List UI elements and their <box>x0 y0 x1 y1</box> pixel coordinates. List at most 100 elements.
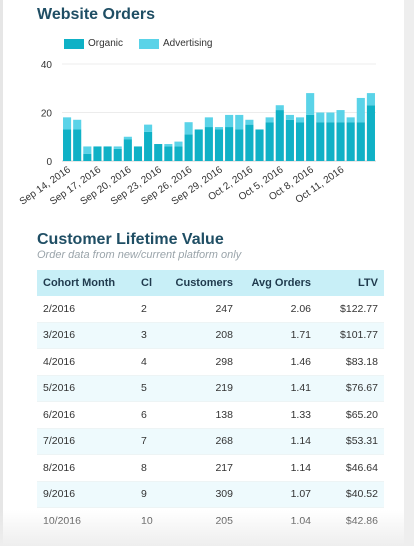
avg-orders-cell: 1.14 <box>239 454 317 482</box>
ltv-cell: $53.31 <box>317 428 384 455</box>
cohort-month-cell: 7/2016 <box>37 428 135 455</box>
bar-advertising <box>123 136 132 140</box>
bar-advertising <box>295 117 305 123</box>
customers-cell: 247 <box>163 296 239 323</box>
bar-organic <box>285 119 294 161</box>
table-row: 5/2016 5 219 1.41 $76.67 <box>37 375 384 402</box>
bar-advertising <box>164 144 173 147</box>
ltv-cell: $76.67 <box>317 375 384 402</box>
bar-advertising <box>306 93 315 115</box>
clv-table-header-row: Cohort Month Cl Customers Avg Orders LTV <box>37 270 384 296</box>
avg-orders-cell: 1.14 <box>239 428 317 455</box>
column-header-cl[interactable]: Cl <box>141 277 152 289</box>
bar-organic <box>194 129 203 161</box>
table-row: 8/2016 8 217 1.14 $46.64 <box>37 454 384 482</box>
cohort-month-cell: 3/2016 <box>37 322 135 349</box>
bar-organic <box>204 127 213 161</box>
legend-swatch-organic <box>64 38 84 49</box>
ltv-cell: $46.64 <box>317 454 384 482</box>
bar-organic <box>255 129 264 161</box>
column-header-cohort-month[interactable]: Cohort Month <box>43 277 116 289</box>
avg-orders-cell: 1.33 <box>239 401 317 429</box>
cohort-month-cell: 5/2016 <box>37 375 135 402</box>
legend-swatch-advertising <box>139 38 160 49</box>
bar-organic <box>306 114 315 161</box>
cohort-month-cell: 9/2016 <box>37 481 135 508</box>
table-row: 6/2016 6 138 1.33 $65.20 <box>37 401 384 429</box>
clv-table-container[interactable]: Cohort Month Cl Customers Avg Orders LTV… <box>37 270 384 530</box>
ltv-cell: $101.77 <box>317 322 384 349</box>
bar-advertising <box>356 97 365 123</box>
bar-organic <box>235 129 244 161</box>
bar-organic <box>144 131 153 161</box>
bar-organic <box>184 134 193 161</box>
bar-advertising <box>275 105 284 111</box>
avg-orders-cell: 1.71 <box>239 322 317 349</box>
bar-organic <box>63 129 72 161</box>
customers-cell: 208 <box>163 322 239 349</box>
bar-organic <box>356 122 365 161</box>
customers-cell: 217 <box>163 454 239 482</box>
column-header-avg-orders[interactable]: Avg Orders <box>251 277 311 289</box>
bar-advertising <box>204 117 213 128</box>
bar-advertising <box>83 146 92 154</box>
bar-organic <box>346 122 355 161</box>
legend-item-organic: Organic <box>64 38 123 49</box>
bar-advertising <box>235 114 244 130</box>
y-tick-label: 40 <box>41 60 53 71</box>
column-header-customers[interactable]: Customers <box>175 277 233 289</box>
clv-title: Customer Lifetime Value <box>37 231 224 248</box>
y-tick-label: 20 <box>41 109 53 120</box>
cl-cell: 2 <box>135 296 163 323</box>
bar-organic <box>83 153 92 161</box>
ltv-cell: $40.52 <box>317 481 384 508</box>
bar-advertising <box>326 112 335 123</box>
bar-advertising <box>63 117 72 130</box>
cohort-month-cell: 2/2016 <box>37 296 135 323</box>
bar-organic <box>265 122 274 161</box>
ltv-cell: $122.77 <box>317 296 384 323</box>
avg-orders-cell: 1.41 <box>239 375 317 402</box>
bar-organic <box>295 122 305 161</box>
cl-cell: 7 <box>135 428 163 455</box>
legend-label-organic: Organic <box>88 38 124 49</box>
column-header-ltv[interactable]: LTV <box>358 277 378 289</box>
customers-cell: 138 <box>163 401 239 429</box>
bar-organic <box>123 139 132 161</box>
bar-organic <box>174 146 183 161</box>
cl-cell: 4 <box>135 348 163 376</box>
cl-cell: 5 <box>135 375 163 402</box>
clv-subtitle: Order data from new/current platform onl… <box>37 249 242 261</box>
table-row: 9/2016 9 309 1.07 $40.52 <box>37 481 384 508</box>
bar-advertising <box>184 122 193 135</box>
bar-organic <box>245 124 254 161</box>
ltv-cell: $65.20 <box>317 401 384 429</box>
bar-organic <box>133 146 143 161</box>
bar-organic <box>366 105 375 161</box>
bar-advertising <box>174 141 183 147</box>
bar-organic <box>164 146 173 161</box>
cl-cell: 8 <box>135 454 163 482</box>
customers-cell: 268 <box>163 428 239 455</box>
bar-organic <box>154 144 163 161</box>
table-row: 3/2016 3 208 1.71 $101.77 <box>37 322 384 349</box>
clv-table-body: 2/2016 2 247 2.06 $122.77 3/2016 3 208 1.71 $101.… <box>37 296 384 530</box>
table-row: 7/2016 7 268 1.14 $53.31 <box>37 428 384 455</box>
bar-advertising <box>214 127 224 130</box>
bar-organic <box>225 127 234 161</box>
table-row: 4/2016 4 298 1.46 $83.18 <box>37 348 384 376</box>
table-row: 2/2016 2 247 2.06 $122.77 <box>37 296 384 323</box>
bar-organic <box>275 110 284 161</box>
customers-cell: 298 <box>163 348 239 376</box>
legend-label-advertising: Advertising <box>163 38 213 49</box>
bar-organic <box>73 129 82 161</box>
avg-orders-cell: 2.06 <box>239 296 317 323</box>
bar-advertising <box>225 114 234 128</box>
bottom-fade <box>0 510 414 546</box>
bar-advertising <box>346 117 355 123</box>
cl-cell: 3 <box>135 322 163 349</box>
bar-advertising <box>336 110 345 123</box>
legend-item-advertising: Advertising <box>139 38 212 49</box>
bar-advertising <box>316 112 325 123</box>
